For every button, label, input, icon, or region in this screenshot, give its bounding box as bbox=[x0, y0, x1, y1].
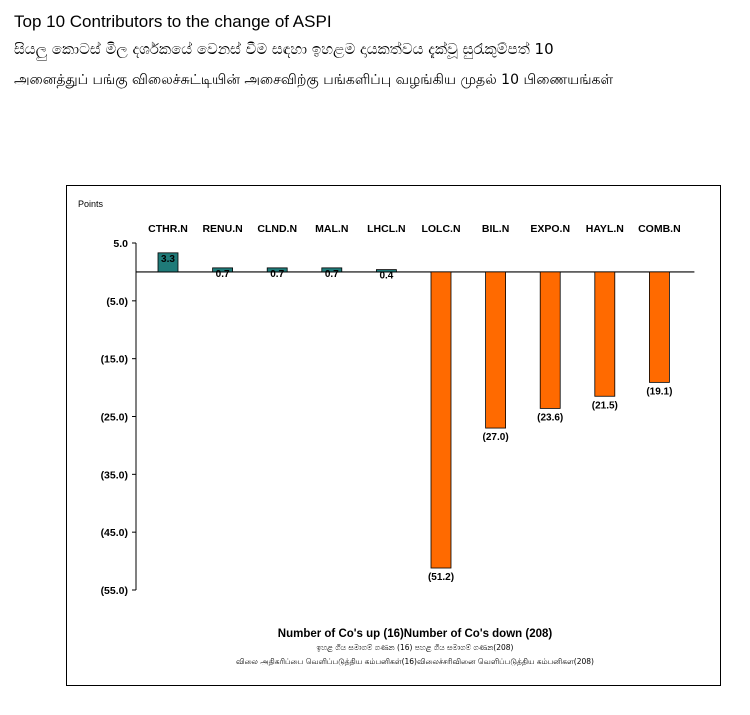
title-tamil: அனைத்துப் பங்கு விலைச்சுட்டியின் அசைவிற்… bbox=[14, 72, 614, 88]
title-sinhala: සියලු කොටස් මිල දර්ශකයේ වෙනස් වීම සඳහා ඉ… bbox=[14, 40, 554, 58]
category-label: COMB.N bbox=[638, 223, 681, 235]
bar-clnd-n bbox=[266, 267, 288, 273]
bar-expo-n bbox=[539, 271, 561, 409]
y-tick-label: (35.0) bbox=[101, 469, 128, 481]
category-label: LOLC.N bbox=[421, 223, 460, 235]
category-label: LHCL.N bbox=[367, 223, 406, 235]
value-label: (27.0) bbox=[483, 432, 509, 443]
bar-cthr-n bbox=[157, 252, 179, 273]
bar-mal-n bbox=[321, 267, 343, 273]
category-label: MAL.N bbox=[315, 223, 348, 235]
y-tick-label: (15.0) bbox=[101, 354, 128, 366]
footer-counts-tamil: விலை அதிகரிப்பை வெளிப்படுத்திய கம்பனிகள்… bbox=[236, 657, 594, 666]
category-label: HAYL.N bbox=[586, 223, 624, 235]
bar-lhcl-n bbox=[375, 269, 397, 273]
bar-renu-n bbox=[212, 267, 234, 273]
y-axis-label: Points bbox=[78, 199, 104, 209]
value-label: 3.3 bbox=[161, 254, 175, 265]
value-label: 0.7 bbox=[216, 269, 230, 280]
bar-comb-n bbox=[649, 271, 670, 383]
value-label: (51.2) bbox=[428, 572, 454, 583]
footer-counts-sinhala: ඉහළ ගිය සමාගම් ගණන (16) පහළ ගිය සමාගම් ග… bbox=[317, 643, 514, 653]
value-label: 0.7 bbox=[270, 269, 284, 280]
value-label: (21.5) bbox=[592, 400, 618, 411]
category-label: RENU.N bbox=[202, 223, 242, 235]
y-tick-label: (55.0) bbox=[101, 585, 128, 597]
bar-lolc-n bbox=[430, 271, 452, 569]
bar-hayl-n bbox=[594, 271, 616, 397]
y-tick-label: 5.0 bbox=[113, 238, 128, 250]
y-tick-label: (45.0) bbox=[101, 527, 128, 539]
y-tick-label: (25.0) bbox=[101, 412, 128, 424]
value-label: 0.7 bbox=[325, 269, 339, 280]
footer-counts-english: Number of Co's up (16)Number of Co's dow… bbox=[278, 628, 553, 640]
category-label: EXPO.N bbox=[530, 223, 570, 235]
y-tick-label: (5.0) bbox=[106, 296, 128, 308]
value-label: (19.1) bbox=[646, 386, 672, 397]
category-label: BIL.N bbox=[482, 223, 509, 235]
title-english: Top 10 Contributors to the change of ASP… bbox=[14, 12, 332, 31]
bar-bil-n bbox=[485, 271, 507, 429]
category-label: CTHR.N bbox=[148, 223, 188, 235]
category-label: CLND.N bbox=[257, 223, 297, 235]
value-label: 0.4 bbox=[379, 271, 393, 282]
value-label: (23.6) bbox=[537, 412, 563, 423]
